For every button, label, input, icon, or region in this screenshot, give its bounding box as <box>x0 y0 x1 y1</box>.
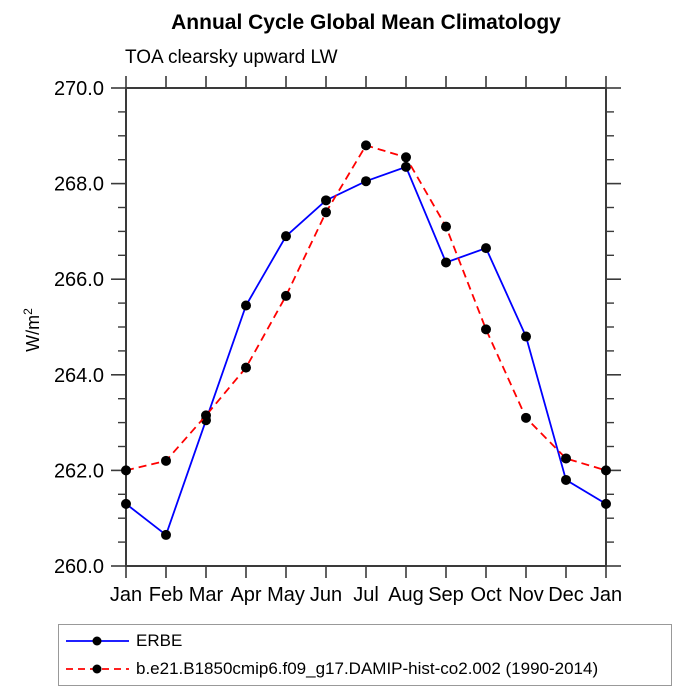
model-data-point <box>481 324 491 335</box>
chart-title: Annual Cycle Global Mean Climatology <box>171 11 561 34</box>
y-tick-label: 268.0 <box>54 174 104 196</box>
erbe-data-point <box>601 498 611 509</box>
model-data-point <box>601 465 611 476</box>
x-tick-label: Mar <box>189 584 224 606</box>
legend-row-model: b.e21.B1850cmip6.f09_g17.DAMIP-hist-co2.… <box>59 655 671 683</box>
legend-line-sample-model <box>66 664 129 674</box>
legend-sample-marker <box>92 636 102 646</box>
y-tick-label: 260.0 <box>54 556 104 578</box>
model-data-point <box>321 207 331 218</box>
legend-label-model: b.e21.B1850cmip6.f09_g17.DAMIP-hist-co2.… <box>136 659 599 678</box>
x-tick-label: Nov <box>508 584 544 606</box>
erbe-data-point <box>361 176 371 187</box>
model-data-point <box>361 140 371 151</box>
model-data-point <box>521 412 531 423</box>
x-tick-label: Aug <box>388 584 424 606</box>
x-tick-label: May <box>267 584 305 606</box>
legend-row-erbe: ERBE <box>59 627 671 655</box>
x-tick-label: Feb <box>149 584 183 606</box>
model-data-point <box>401 152 411 163</box>
erbe-data-point <box>241 300 251 311</box>
erbe-line <box>125 165 607 537</box>
model-data-point <box>281 290 291 301</box>
erbe-data-point <box>161 529 171 540</box>
x-tick-label: Jan <box>590 584 622 606</box>
model-data-point <box>441 221 451 232</box>
erbe-data-point <box>481 243 491 254</box>
x-tick-label: Jul <box>353 584 379 606</box>
model-data-point <box>561 453 571 464</box>
x-tick-label: Dec <box>548 584 584 606</box>
erbe-data-point <box>521 331 531 342</box>
x-tick-label: Oct <box>470 584 502 606</box>
legend-sample-marker <box>92 664 102 674</box>
erbe-data-point <box>281 231 291 242</box>
x-tick-label: Jan <box>110 584 142 606</box>
erbe-data-point <box>401 161 411 172</box>
y-tick-label: 266.0 <box>54 269 104 291</box>
erbe-data-point <box>321 195 331 206</box>
plot-frame <box>125 87 607 567</box>
x-tick-label: Sep <box>428 584 464 606</box>
chart-subtitle: TOA clearsky upward LW <box>125 47 338 68</box>
model-data-point <box>121 465 131 476</box>
y-tick-label: 262.0 <box>54 460 104 482</box>
y-tick-label: 264.0 <box>54 365 104 387</box>
model-data-point <box>241 362 251 373</box>
model-data-point <box>201 410 211 421</box>
x-tick-label: Apr <box>230 584 261 606</box>
model-data-point <box>161 455 171 466</box>
legend-label-erbe: ERBE <box>136 631 183 650</box>
y-tick-label: 270.0 <box>54 78 104 100</box>
erbe-data-point <box>441 257 451 268</box>
erbe-data-point <box>561 474 571 485</box>
legend-line-sample-erbe <box>66 636 129 646</box>
model-line <box>125 144 607 472</box>
x-tick-label: Jun <box>310 584 342 606</box>
erbe-data-point <box>121 498 131 509</box>
legend-box: ERBE b.e21.B1850cmip6.f09_g17.DAMIP-hist… <box>58 624 672 686</box>
